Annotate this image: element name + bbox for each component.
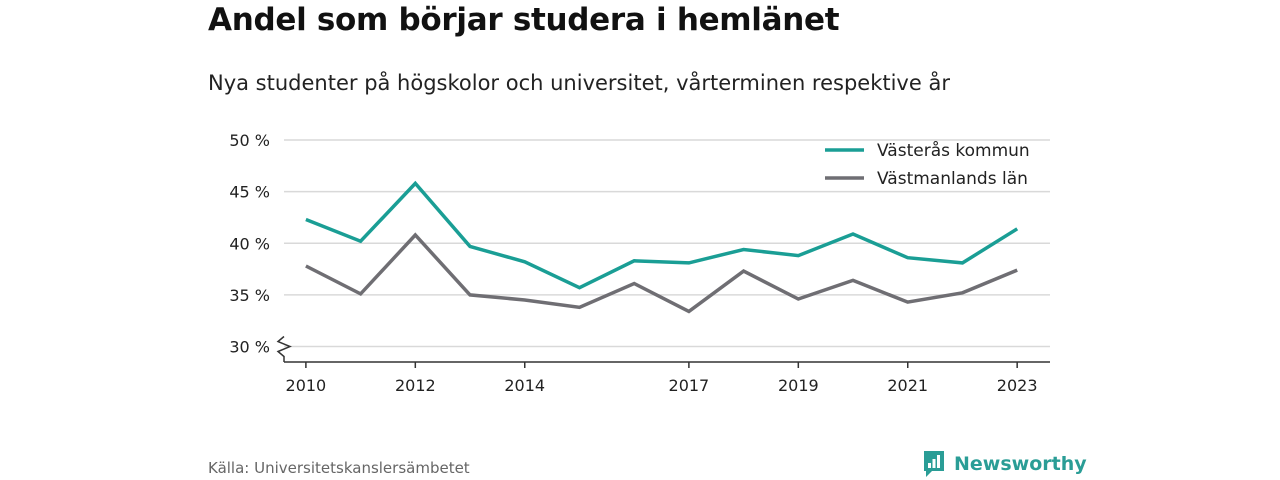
legend-label: Västerås kommun (877, 140, 1030, 161)
y-axis-ticks: 30 % 35 % 40 % 45 % 50 % (229, 131, 270, 357)
series-line-1 (305, 180, 1019, 290)
source-note: Källa: Universitetskanslersämbetet (208, 459, 470, 477)
y-tick-label: 30 % (229, 338, 270, 357)
x-tick-label: 2017 (669, 376, 710, 395)
chart-title: Andel som börjar studera i hemlänet (208, 2, 840, 38)
series-line-2 (305, 232, 1018, 314)
x-tick-label: 2023 (997, 376, 1038, 395)
legend: Västerås kommun Västmanlands län (825, 140, 1030, 189)
chart-subtitle: Nya studenter på högskolor och universit… (208, 71, 950, 95)
x-tick-label: 2019 (778, 376, 819, 395)
x-tick-label: 2014 (504, 376, 545, 395)
legend-label: Västmanlands län (877, 169, 1028, 189)
y-tick-label: 50 % (229, 131, 270, 150)
y-tick-label: 40 % (229, 234, 270, 253)
brand-logo: Newsworthy (922, 449, 1087, 479)
grid-lines (284, 139, 1050, 348)
axis-break-mark (276, 335, 292, 362)
y-tick-label: 35 % (229, 286, 270, 305)
x-tick-label: 2010 (286, 376, 327, 395)
newsworthy-logo-icon (924, 451, 944, 477)
x-axis: 2010 2012 2014 2017 2019 2021 2023 (276, 335, 1050, 395)
x-tick-label: 2021 (887, 376, 928, 395)
brand-name: Newsworthy (954, 453, 1087, 475)
y-tick-label: 45 % (229, 183, 270, 202)
series-lines (305, 180, 1019, 314)
x-tick-label: 2012 (395, 376, 436, 395)
